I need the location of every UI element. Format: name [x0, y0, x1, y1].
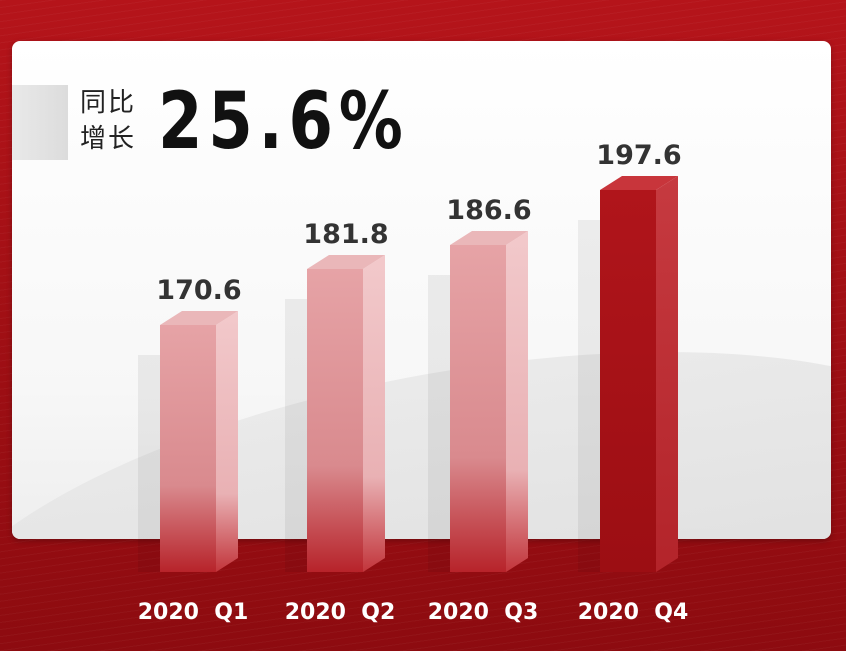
bar-side-2	[363, 255, 385, 572]
bar-front-2	[307, 269, 363, 572]
bar-3	[428, 231, 528, 572]
headline-tag-block	[12, 85, 68, 160]
bar-1	[138, 311, 238, 572]
bar-side-3	[506, 231, 528, 572]
bar-top-4	[600, 176, 678, 190]
value-label-2: 181.8	[303, 219, 388, 250]
category-label-2: 2020 Q2	[285, 600, 396, 625]
bar-shadow-2	[285, 299, 307, 572]
bar-top-1	[160, 311, 238, 325]
category-label-1: 2020 Q1	[138, 600, 249, 625]
bar-4	[578, 176, 678, 572]
bar-shadow-4	[578, 220, 600, 572]
bars-layer	[138, 176, 678, 572]
value-label-4: 197.6	[596, 140, 681, 171]
bar-front-1	[160, 325, 216, 572]
bar-side-1	[216, 311, 238, 572]
bar-2	[285, 255, 385, 572]
growth-value: 25.6%	[158, 77, 409, 167]
bar-shadow-3	[428, 275, 450, 572]
labels-layer: 170.6 2020 Q1 181.8 2020 Q2 186.6 2020 Q3 197.…	[138, 140, 689, 625]
bar-shadow-1	[138, 355, 160, 572]
bar-side-4	[656, 176, 678, 572]
value-label-1: 170.6	[156, 275, 241, 306]
value-label-3: 186.6	[446, 195, 531, 226]
growth-label-line2: 增长	[80, 124, 137, 154]
growth-label: 同比 增长	[80, 85, 154, 157]
category-label-3: 2020 Q3	[428, 600, 539, 625]
bar-top-3	[450, 231, 528, 245]
bar-front-3	[450, 245, 506, 572]
bar-top-2	[307, 255, 385, 269]
bar-front-4	[600, 190, 656, 572]
growth-label-line1: 同比	[80, 88, 137, 118]
category-label-4: 2020 Q4	[578, 600, 689, 625]
chart-card	[12, 41, 831, 539]
